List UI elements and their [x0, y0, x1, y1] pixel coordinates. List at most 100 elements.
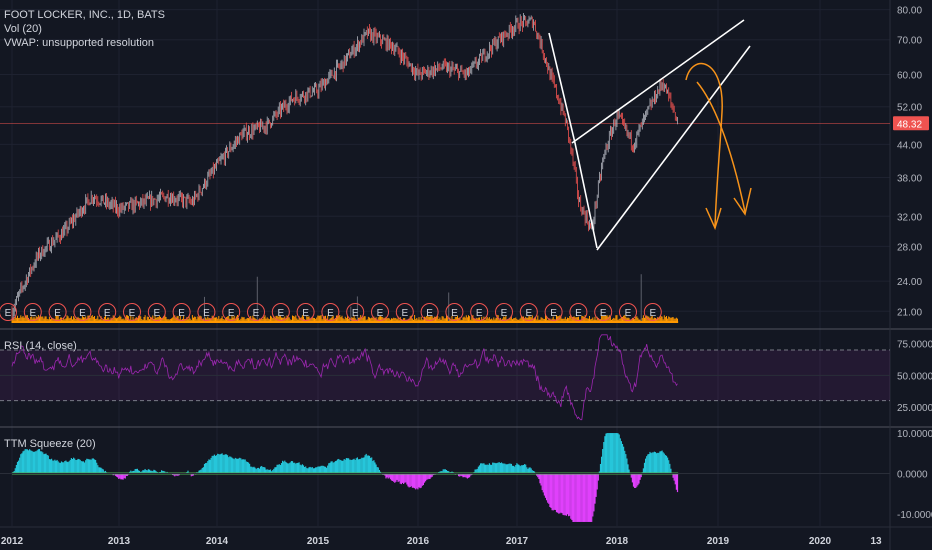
trend-line-down — [548, 32, 598, 249]
trend-drawings[interactable] — [548, 19, 752, 251]
earnings-marker-label: E — [104, 308, 111, 319]
earnings-marker-circle — [222, 303, 241, 321]
price-axis-label: 38.00 — [897, 174, 922, 185]
earnings-marker-label: E — [377, 308, 384, 319]
wedge-lower-line — [596, 45, 751, 251]
price-axis-label: 60.00 — [897, 70, 922, 81]
rsi-line — [11, 334, 678, 421]
price-legend: FOOT LOCKER, INC., 1D, BATS Vol (20) VWA… — [4, 8, 165, 50]
earnings-marker-circle — [495, 303, 513, 321]
earnings-marker-circle — [619, 303, 637, 321]
earnings-marker-circle — [247, 303, 265, 321]
price-axis-label: 21.00 — [897, 307, 922, 318]
earnings-marker-circle — [569, 303, 588, 321]
earnings-marker-label: E — [228, 308, 235, 319]
price-axis-label: 28.00 — [897, 242, 922, 253]
earnings-marker-label: E — [178, 308, 185, 319]
price-axis-label: 70.00 — [897, 36, 922, 47]
volume-series — [11, 274, 679, 323]
earnings-marker-label: E — [575, 308, 582, 319]
vwap-indicator-label[interactable]: VWAP: unsupported resolution — [4, 37, 155, 49]
ttm-squeeze-panel — [0, 433, 890, 522]
time-axis-label: 2016 — [407, 536, 430, 547]
earnings-marker-label: E — [54, 308, 61, 319]
ttm-legend[interactable]: TTM Squeeze (20) — [4, 438, 96, 450]
price-candles — [11, 13, 678, 321]
forecast-arrowhead-1 — [705, 207, 722, 231]
earnings-marker-circle — [544, 303, 563, 321]
earnings-marker-circle — [643, 303, 662, 321]
rsi-axis-label: 50.0000 — [897, 371, 932, 382]
earnings-marker-circle — [0, 303, 17, 321]
earnings-marker-label: E — [302, 308, 309, 319]
earnings-marker-circle — [23, 303, 42, 321]
ttm-axis-label: 0.0000 — [897, 469, 928, 480]
earnings-marker-label: E — [451, 308, 458, 319]
ttm-axis-label: 10.0000 — [897, 429, 932, 440]
earnings-marker-circle — [172, 303, 191, 321]
earnings-marker-label: E — [426, 308, 433, 319]
rsi-axis-label: 75.0000 — [897, 340, 932, 351]
time-axis-label: 2015 — [307, 536, 330, 547]
earnings-marker-circle — [98, 303, 117, 321]
earnings-marker-circle — [594, 303, 613, 321]
axes: 80.00 70.00 60.00 52.00 44.00 38.00 32.00 28.00… — [1, 6, 932, 547]
earnings-marker-label: E — [129, 308, 136, 319]
earnings-marker-label: E — [253, 308, 260, 319]
earnings-marker-label: E — [277, 308, 284, 319]
earnings-marker-label: E — [352, 308, 359, 319]
earnings-marker-circle — [519, 303, 538, 321]
earnings-marker-label: E — [327, 308, 334, 319]
time-axis-label: 13 — [870, 536, 882, 547]
forecast-arrowhead-2 — [733, 187, 752, 216]
time-axis-label: 2019 — [707, 536, 730, 547]
wedge-upper-line — [571, 19, 745, 144]
forecast-arrow-2 — [696, 81, 746, 213]
price-axis-label: 32.00 — [897, 212, 922, 223]
price-axis-label: 44.00 — [897, 140, 922, 151]
earnings-marker-label: E — [625, 308, 632, 319]
earnings-marker-label: E — [600, 308, 607, 319]
earnings-marker-circle — [445, 303, 464, 321]
earnings-marker-circle — [147, 303, 166, 321]
earnings-marker-label: E — [550, 308, 557, 319]
last-price-value: 48.32 — [897, 119, 922, 130]
earnings-marker-circle — [346, 303, 365, 321]
price-axis-label: 24.00 — [897, 277, 922, 288]
earnings-marker-circle — [73, 303, 92, 321]
price-axis-label: 52.00 — [897, 103, 922, 114]
earnings-marker-circle — [48, 303, 67, 321]
earnings-marker-circle — [395, 303, 414, 321]
vol-indicator-label[interactable]: Vol (20) — [4, 23, 42, 35]
earnings-marker-circle — [371, 303, 389, 321]
earnings-marker-label: E — [29, 308, 36, 319]
earnings-marker-label: E — [476, 308, 483, 319]
rsi-axis-label: 25.0000 — [897, 403, 932, 414]
time-axis-label: 2020 — [809, 536, 832, 547]
earnings-marker-label: E — [5, 308, 12, 319]
earnings-marker-circle — [123, 303, 141, 321]
ttm-axis-label: -10.0000 — [897, 510, 932, 521]
rsi-legend[interactable]: RSI (14, close) — [4, 340, 77, 352]
symbol-title[interactable]: FOOT LOCKER, INC., 1D, BATS — [4, 9, 165, 21]
earnings-marker-circle — [420, 303, 439, 321]
earnings-marker-circle — [296, 303, 315, 321]
time-axis-label: 2014 — [206, 536, 229, 547]
earnings-marker-label: E — [649, 308, 656, 319]
earnings-marker-circle — [321, 303, 340, 321]
price-axis-label: 80.00 — [897, 6, 922, 17]
time-axis-label: 2013 — [108, 536, 131, 547]
earnings-marker-label: E — [153, 308, 160, 319]
forecast-arrow-1 — [685, 62, 723, 229]
earnings-marker-circle — [470, 303, 489, 321]
earnings-marker-circle — [271, 303, 290, 321]
last-price-tag — [893, 116, 929, 131]
earnings-marker-circle — [197, 303, 216, 321]
earnings-marker-label: E — [501, 308, 508, 319]
earnings-marker-label: E — [525, 308, 532, 319]
earnings-marker-label: E — [203, 308, 210, 319]
